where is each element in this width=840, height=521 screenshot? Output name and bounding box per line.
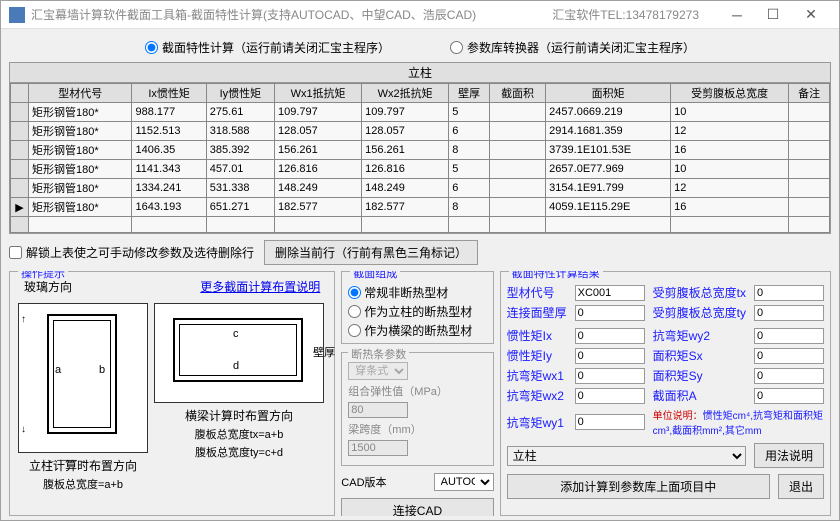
iy-input[interactable]: [575, 348, 645, 364]
table-header: Wx2抵抗矩: [362, 84, 449, 103]
table-title: 立柱: [10, 63, 830, 83]
break-type-select: 穿条式断热条: [348, 362, 408, 380]
title: 汇宝幕墙计算软件截面工具箱-截面特性计算(支持AUTOCAD、中望CAD、浩辰C…: [31, 6, 552, 23]
table-row[interactable]: 矩形钢管180*1406.35385.392156.261156.2618373…: [11, 141, 830, 160]
table-header: 备注: [789, 84, 830, 103]
span-input: [348, 440, 408, 456]
section-table[interactable]: 型材代号Ix惯性矩Iy惯性矩Wx1抵抗矩Wx2抵抗矩壁厚截面积面积矩受剪腹板总宽…: [10, 83, 830, 233]
table-header: Ix惯性矩: [132, 84, 206, 103]
unlock-checkbox[interactable]: 解锁上表使之可手动修改参数及选待删除行: [9, 244, 254, 261]
break-params-group: 断热条参数 穿条式断热条 组合弹性值（MPa） 梁跨度（mm）: [341, 352, 493, 466]
column-formula: 腹板总宽度=a+b: [18, 476, 148, 492]
table-header: Iy惯性矩: [206, 84, 274, 103]
table-row[interactable]: 矩形钢管180*988.177275.61109.797109.79752457…: [11, 103, 830, 122]
beam-caption: 横梁计算时布置方向: [154, 407, 324, 424]
titlebar: 汇宝幕墙计算软件截面工具箱-截面特性计算(支持AUTOCAD、中望CAD、浩辰C…: [1, 1, 839, 29]
table-row[interactable]: 矩形钢管180*1334.241531.338148.249148.249631…: [11, 179, 830, 198]
table-header: 截面积: [489, 84, 545, 103]
mode-convert-radio[interactable]: 参数库转换器（运行前请关闭汇宝主程序）: [450, 39, 695, 56]
wall-input[interactable]: [575, 305, 645, 321]
table-header: 壁厚: [449, 84, 490, 103]
add-to-lib-button[interactable]: 添加计算到参数库上面项目中: [507, 474, 770, 499]
tel: 汇宝软件TEL:13478179273: [552, 6, 699, 23]
table-header: 面积矩: [546, 84, 671, 103]
comp-normal-radio[interactable]: 常规非断热型材: [348, 284, 486, 301]
shear-ty-input[interactable]: [754, 305, 824, 321]
table-row[interactable]: ▶矩形钢管180*1643.193651.271182.577182.57784…: [11, 198, 830, 217]
results-panel: 截面特性计算结果 型材代号 受剪腹板总宽度tx 连接面壁厚 受剪腹板总宽度ty …: [500, 271, 831, 516]
comp-column-radio[interactable]: 作为立柱的断热型材: [348, 303, 486, 320]
comp-beam-radio[interactable]: 作为横梁的断热型材: [348, 322, 486, 339]
connect-cad-button[interactable]: 连接CAD: [341, 498, 493, 516]
column-diagram: a b ↑ ↓ ←――→: [18, 303, 148, 453]
wy2-input[interactable]: [754, 328, 824, 344]
maximize-button[interactable]: ☐: [755, 3, 791, 27]
beam-diagram: c d 壁厚: [154, 303, 324, 403]
ix-input[interactable]: [575, 328, 645, 344]
app-icon: [9, 7, 25, 23]
composition-panel: 截面组成 常规非断热型材 作为立柱的断热型材 作为横梁的断热型材: [341, 271, 493, 344]
wx1-input[interactable]: [575, 368, 645, 384]
table-header: 型材代号: [29, 84, 132, 103]
help-button[interactable]: 用法说明: [754, 443, 824, 468]
code-input[interactable]: [575, 285, 645, 301]
sy-input[interactable]: [754, 368, 824, 384]
table-header: Wx1抵抗矩: [275, 84, 362, 103]
area-input[interactable]: [754, 388, 824, 404]
table-header: 受剪腹板总宽度: [671, 84, 789, 103]
mode-calc-radio[interactable]: 截面特性计算（运行前请关闭汇宝主程序）: [145, 39, 390, 56]
beam-formula1: 腹板总宽度tx=a+b: [154, 426, 324, 442]
close-button[interactable]: ✕: [791, 3, 831, 27]
exit-button[interactable]: 退出: [778, 474, 824, 499]
hint-panel: 操作提示 玻璃方向 更多截面计算布置说明 a b ↑ ↓: [9, 271, 335, 516]
more-layout-link[interactable]: 更多截面计算布置说明: [200, 278, 320, 295]
beam-formula2: 腹板总宽度ty=c+d: [154, 444, 324, 460]
unit-note-prefix: 单位说明：: [653, 411, 703, 422]
table-row[interactable]: 矩形钢管180*1141.343457.01126.816126.8165265…: [11, 160, 830, 179]
cad-version-select[interactable]: AUTOCAD: [434, 473, 494, 491]
table-row[interactable]: 矩形钢管180*1152.513318.588128.057128.057629…: [11, 122, 830, 141]
shear-tx-input[interactable]: [754, 285, 824, 301]
delete-row-button[interactable]: 删除当前行（行前有黑色三角标记）: [264, 240, 478, 265]
wx2-input[interactable]: [575, 388, 645, 404]
table-header: [11, 84, 29, 103]
minimize-button[interactable]: ─: [719, 3, 755, 27]
target-select[interactable]: 立柱: [507, 446, 746, 466]
wy1-input[interactable]: [575, 414, 645, 430]
sx-input[interactable]: [754, 348, 824, 364]
elastic-input: [348, 402, 408, 418]
